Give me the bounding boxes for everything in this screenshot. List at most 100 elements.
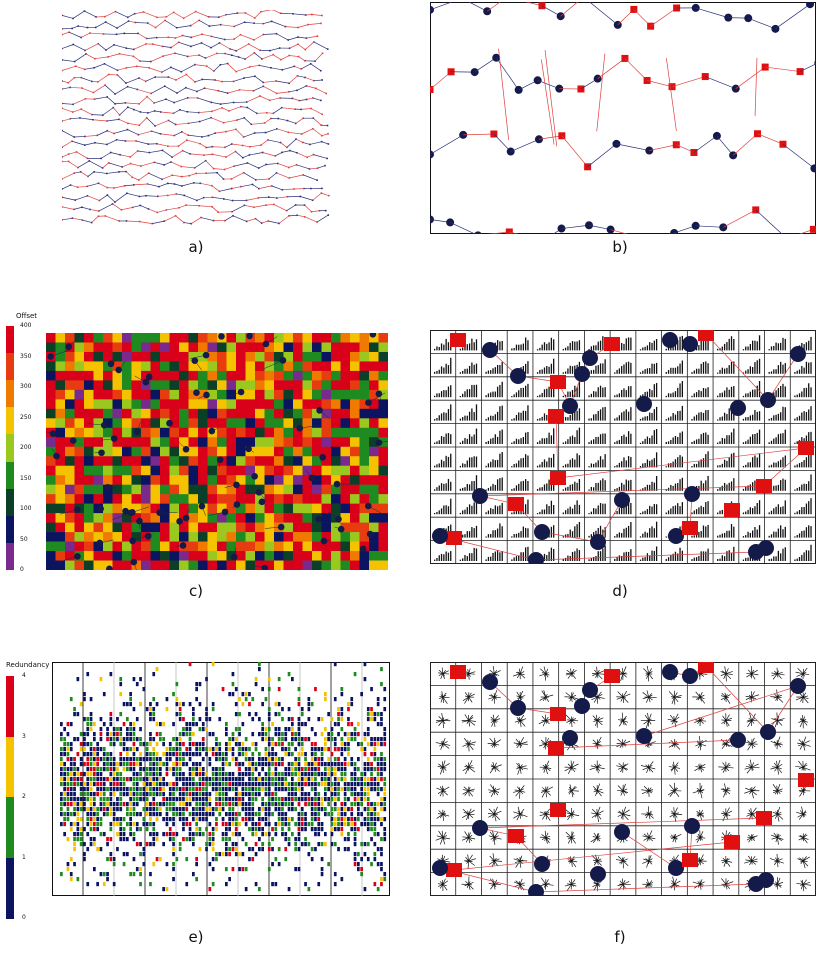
network-edge: [147, 110, 155, 114]
glyph-bar: [728, 408, 730, 421]
redundancy-cell: [89, 742, 93, 747]
redundancy-cell: [139, 872, 142, 877]
redundancy-cell: [221, 757, 225, 762]
redundancy-cell: [132, 757, 136, 762]
glyph-bar: [513, 557, 515, 561]
glyph-bar: [627, 456, 630, 468]
heatmap-cell: [217, 541, 227, 552]
heatmap-cell: [74, 427, 85, 438]
glyph-bar: [642, 463, 644, 468]
heatmap-cell: [217, 465, 227, 476]
redundancy-cell: [86, 847, 90, 852]
network-node: [316, 179, 318, 182]
glyph-bar: [808, 409, 810, 421]
glyph-bar: [597, 410, 599, 421]
glyph-bar: [721, 463, 723, 468]
redundancy-cell: [122, 767, 126, 772]
glyph-bar: [667, 557, 670, 561]
redundancy-cell: [172, 782, 175, 787]
heatmap-cell: [188, 446, 199, 457]
glyph-bar: [644, 463, 646, 468]
network-node: [77, 166, 79, 169]
heatmap-cell: [340, 446, 351, 457]
heatmap-cell: [169, 418, 180, 429]
glyph-bar: [730, 406, 733, 421]
redundancy-cell: [281, 802, 284, 807]
redundancy-cell: [241, 692, 245, 697]
network-node: [104, 84, 106, 86]
glyph-bar: [707, 524, 709, 538]
heatmap-cell: [198, 427, 208, 438]
heatmap-cell: [245, 361, 256, 372]
redundancy-cell: [201, 772, 205, 777]
network-edge: [80, 171, 89, 177]
glyph-bar: [553, 384, 555, 398]
network-node-square: [548, 409, 564, 423]
glyph-bar: [672, 553, 674, 561]
redundancy-cell: [168, 797, 172, 802]
redundancy-cell: [73, 787, 76, 792]
redundancy-cell: [132, 752, 136, 757]
redundancy-cell: [79, 777, 83, 782]
glyph-bar: [475, 497, 478, 515]
network-node: [305, 98, 308, 101]
redundancy-cell: [135, 782, 139, 787]
redundancy-cell: [175, 787, 179, 792]
heatmap-cell: [122, 446, 132, 457]
network-node-square: [446, 531, 462, 545]
redundancy-cell: [264, 802, 268, 807]
redundancy-cell: [165, 812, 169, 817]
redundancy-cell: [175, 812, 179, 817]
redundancy-cell: [69, 822, 73, 827]
redundancy-cell: [112, 737, 116, 742]
redundancy-cell: [168, 802, 172, 807]
glyph-bar: [747, 393, 749, 398]
glyph-bar: [438, 369, 440, 374]
network-edge: [130, 163, 141, 167]
glyph-bar: [796, 441, 798, 444]
heatmap-cell: [46, 551, 56, 561]
glyph-bar: [525, 547, 527, 561]
network-node: [155, 36, 158, 39]
network-edge: [228, 106, 241, 112]
redundancy-cell: [261, 757, 264, 762]
glyph-bar: [443, 461, 445, 468]
network-edge: [93, 119, 107, 122]
glyph-bar: [522, 343, 524, 351]
heatmap-cell: [198, 484, 208, 495]
redundancy-cell: [155, 857, 159, 862]
network-edge: [68, 161, 79, 168]
heatmap-cell: [274, 465, 284, 476]
redundancy-cell: [66, 817, 70, 822]
redundancy-cell: [241, 752, 245, 757]
heatmap-cell: [112, 484, 123, 495]
glyph-bar: [541, 461, 543, 468]
network-node-circle: [684, 486, 700, 502]
glyph-bar: [593, 463, 595, 468]
glyph-bar: [695, 509, 698, 515]
glyph-bar: [730, 361, 733, 374]
legend-c: Offset 400 350 300 250 200 150 100 50 0: [0, 310, 46, 575]
redundancy-cell: [159, 722, 162, 727]
glyph-bar: [468, 484, 471, 491]
network-node-circle: [97, 505, 104, 513]
heatmap-cell: [226, 399, 237, 410]
redundancy-cell: [89, 817, 93, 822]
heatmap-cell: [198, 456, 208, 467]
glyph-bar: [447, 409, 450, 421]
heatmap-cell: [378, 389, 388, 400]
redundancy-cell: [205, 747, 208, 752]
glyph-bar: [473, 342, 475, 351]
redundancy-cell: [132, 742, 136, 747]
redundancy-cell: [254, 682, 258, 687]
heatmap-cell: [293, 408, 303, 419]
network-node: [139, 204, 142, 207]
redundancy-cell: [238, 742, 241, 747]
heatmap-cell: [169, 351, 180, 362]
heatmap-cell: [46, 333, 56, 343]
glyph-bar: [723, 343, 726, 351]
redundancy-cell: [126, 837, 129, 842]
glyph-bar: [434, 419, 436, 421]
network-edge: [183, 11, 196, 19]
redundancy-cell: [162, 787, 165, 792]
